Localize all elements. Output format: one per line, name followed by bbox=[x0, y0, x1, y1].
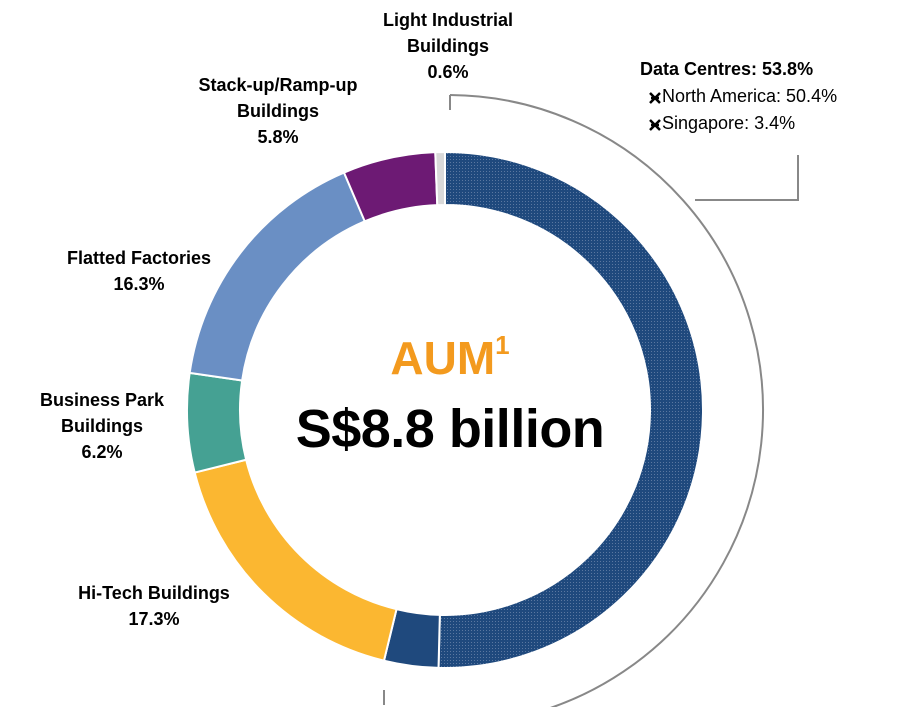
label-value: 6.2% bbox=[81, 442, 123, 462]
callout-item: North America: 50.4% bbox=[662, 86, 838, 106]
donut-segment bbox=[437, 150, 704, 669]
label-value: 5.8% bbox=[257, 127, 299, 147]
segment-label: Flatted Factories 16.3% bbox=[34, 245, 244, 297]
bracket-arc bbox=[449, 94, 764, 707]
center-value: S$8.8 billion bbox=[295, 399, 605, 459]
label-name: Light Industrial Buildings bbox=[383, 10, 513, 56]
donut bbox=[186, 150, 704, 669]
label-name: Stack-up/Ramp-up Buildings bbox=[198, 75, 358, 121]
label-name: Flatted Factories bbox=[66, 248, 212, 268]
segment-label: Hi-Tech Buildings 17.3% bbox=[44, 580, 264, 632]
label-value: 16.3% bbox=[113, 274, 165, 294]
footnote-mark: 1 bbox=[495, 330, 510, 360]
label-value: 17.3% bbox=[128, 609, 180, 629]
center-title-text: AUM bbox=[390, 332, 496, 384]
callout: Data Centres: 53.8% North America: 50.4%… bbox=[640, 56, 837, 137]
label-name: Business Park Buildings bbox=[39, 390, 165, 436]
segment-label: Light Industrial Buildings 0.6% bbox=[373, 7, 523, 85]
callout-item: Singapore: 3.4% bbox=[662, 113, 796, 133]
bullet bbox=[649, 92, 661, 104]
connector bbox=[695, 155, 799, 201]
bullet bbox=[649, 119, 661, 131]
callout-title: Data Centres: 53.8% bbox=[640, 59, 814, 79]
label-value: 0.6% bbox=[427, 62, 469, 82]
label-name: Hi-Tech Buildings bbox=[78, 583, 230, 603]
segment-label: Business Park Buildings 6.2% bbox=[27, 387, 177, 465]
donut-segment bbox=[434, 150, 446, 207]
segment-label: Stack-up/Ramp-up Buildings 5.8% bbox=[196, 72, 361, 150]
center-title: AUM1 bbox=[250, 330, 650, 385]
